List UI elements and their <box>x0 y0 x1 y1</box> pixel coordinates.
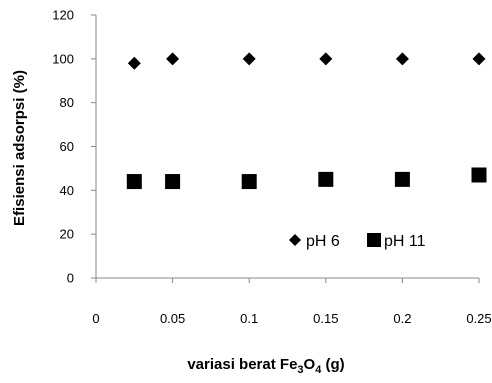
x-tick-label: 0 <box>92 311 99 326</box>
y-tick-label: 20 <box>60 227 74 242</box>
data-point-ph11 <box>165 174 181 190</box>
x-axis-title-tail: (g) <box>321 356 344 373</box>
y-axis-title: Efisiensi adsorpsi (%) <box>11 70 28 226</box>
data-point-ph6 <box>242 52 256 66</box>
legend-marker-ph6 <box>289 234 301 246</box>
data-point-ph6 <box>127 56 141 70</box>
y-tick-label: 120 <box>52 8 74 23</box>
data-point-ph11 <box>471 167 487 183</box>
data-point-ph11 <box>126 174 142 190</box>
y-tick-label: 80 <box>60 95 74 110</box>
data-point-ph11 <box>318 171 334 187</box>
legend-label-ph11: pH 11 <box>384 233 426 250</box>
x-axis-title: variasi berat Fe3O4 (g) <box>187 356 344 376</box>
x-axis-title-main: variasi berat Fe <box>187 356 297 373</box>
y-tick-group: 0 20 40 60 80 100 120 <box>52 8 96 286</box>
legend-marker-ph11 <box>367 233 381 247</box>
data-points <box>126 52 487 190</box>
x-tick-label: 0.2 <box>393 311 411 326</box>
y-tick-label: 60 <box>60 139 74 154</box>
x-axis-title-sub2: 4 <box>315 364 322 376</box>
x-axis-title-mid: O <box>304 356 316 373</box>
legend-label-ph6: pH 6 <box>306 233 340 250</box>
x-tick-label: 0.15 <box>313 311 338 326</box>
data-point-ph6 <box>166 52 180 66</box>
data-point-ph6 <box>319 52 333 66</box>
y-tick-label: 0 <box>67 271 74 286</box>
legend: pH 6 pH 11 <box>289 233 426 250</box>
data-point-ph11 <box>394 171 410 187</box>
y-tick-label: 40 <box>60 183 74 198</box>
y-tick-label: 100 <box>52 51 74 66</box>
x-tick-label: 0.1 <box>240 311 258 326</box>
data-point-ph11 <box>241 174 257 190</box>
x-tick-label: 0.05 <box>160 311 185 326</box>
data-point-ph6 <box>395 52 409 66</box>
x-axis-title-sub1: 3 <box>297 364 303 376</box>
data-point-ph6 <box>472 52 486 66</box>
x-tick-label: 0.25 <box>466 311 491 326</box>
x-tick-group: 0 0.05 0.1 0.15 0.2 0.25 <box>92 278 492 326</box>
